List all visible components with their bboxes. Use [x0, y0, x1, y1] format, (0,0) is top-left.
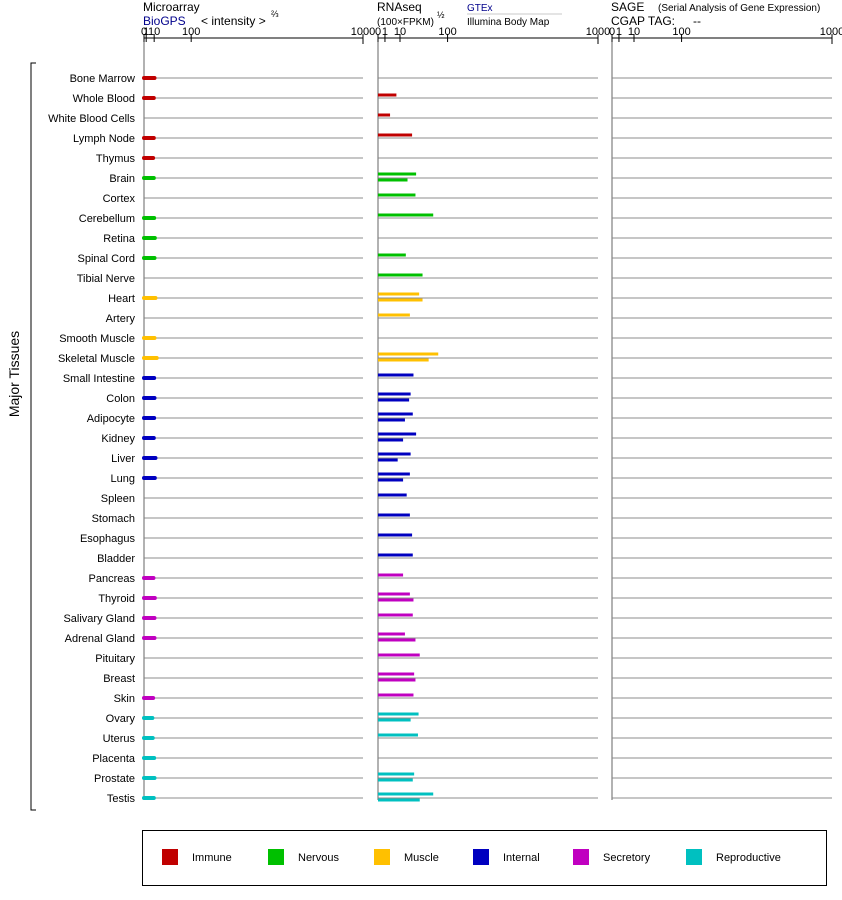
sage-tick-label: 0 [609, 26, 615, 38]
tissue-label: Placenta [92, 753, 136, 765]
rnaseq-tick-label: 1000 [586, 26, 610, 38]
tissue-label: Esophagus [80, 533, 136, 545]
tissue-label: Kidney [101, 433, 135, 445]
y-group-bracket [30, 62, 36, 811]
tissue-label: Lymph Node [73, 133, 135, 145]
tissue-label: Heart [108, 293, 135, 305]
tissue-label: Adipocyte [87, 413, 135, 425]
microarray-source[interactable]: BioGPS [143, 14, 186, 28]
rnaseq-tick-label: 10 [394, 26, 406, 38]
tissue-label: Stomach [92, 513, 135, 525]
tissue-rows: Bone Marrow Whole Blood White Blood Cells L… [48, 73, 832, 805]
tissue-label: Liver [111, 453, 135, 465]
sage-tag-value: -- [693, 14, 701, 28]
legend-label-internal: Internal [503, 852, 540, 864]
sage-tag-label: CGAP TAG: [611, 14, 675, 28]
sage-title: SAGE [611, 0, 644, 14]
tissue-label: Testis [107, 793, 136, 805]
microarray-tick-label: 10 [148, 26, 160, 38]
rnaseq-tick-label: 0 [375, 26, 381, 38]
microarray-unit-exponent: ⅔ [271, 9, 279, 19]
tissue-label: Bladder [97, 553, 135, 565]
tissue-label: White Blood Cells [48, 113, 135, 125]
tissue-label: Adrenal Gland [65, 633, 135, 645]
rnaseq-source-gtex[interactable]: GTEx [467, 3, 493, 14]
tissue-label: Salivary Gland [63, 613, 135, 625]
rnaseq-title: RNAseq [377, 0, 422, 14]
tissue-label: Cerebellum [79, 213, 135, 225]
tissue-label: Spleen [101, 493, 135, 505]
legend-label-reproductive: Reproductive [716, 852, 781, 864]
tissue-label: Colon [106, 393, 135, 405]
tissue-label: Retina [103, 233, 136, 245]
tissue-label: Spinal Cord [78, 253, 135, 265]
tissue-label: Lung [111, 473, 135, 485]
tissue-label: Skin [114, 693, 135, 705]
rnaseq-unit-exponent: ½ [437, 10, 445, 20]
tissue-label: Ovary [106, 713, 136, 725]
tissue-label: Cortex [103, 193, 136, 205]
rnaseq-unit: (100×FPKM) [377, 17, 434, 28]
tissue-label: Breast [103, 673, 135, 685]
microarray-tick-label: 100 [182, 26, 200, 38]
legend-label-secretory: Secretory [603, 852, 651, 864]
tissue-label: Bone Marrow [70, 73, 135, 85]
tissue-label: Thyroid [98, 593, 135, 605]
rnaseq-tick-label: 100 [438, 26, 456, 38]
microarray-unit: < intensity > [201, 14, 266, 28]
sage-tick-label: 10 [628, 26, 640, 38]
tissue-label: Skeletal Muscle [58, 353, 135, 365]
legend: Immune Nervous Muscle Internal Secretory Repr… [162, 849, 781, 865]
legend-swatch-internal [473, 849, 489, 865]
legend-swatch-secretory [573, 849, 589, 865]
tissue-label: Thymus [96, 153, 136, 165]
microarray-title: Microarray [143, 0, 200, 14]
tissue-label: Whole Blood [73, 93, 135, 105]
y-group-label: Major Tissues [6, 331, 22, 417]
legend-swatch-muscle [374, 849, 390, 865]
tissue-label: Pancreas [89, 573, 136, 585]
tissue-label: Prostate [94, 773, 135, 785]
legend-swatch-reproductive [686, 849, 702, 865]
rnaseq-source-bodymap[interactable]: Illumina Body Map [467, 17, 550, 28]
legend-label-nervous: Nervous [298, 852, 339, 864]
sage-tick-label: 1 [616, 26, 622, 38]
tissue-label: Uterus [103, 733, 136, 745]
rnaseq-tick-label: 1 [382, 26, 388, 38]
tissue-label: Artery [106, 313, 136, 325]
sage-tick-label: 1000 [820, 26, 842, 38]
legend-label-immune: Immune [192, 852, 232, 864]
tissue-label: Smooth Muscle [59, 333, 135, 345]
sage-tick-label: 100 [672, 26, 690, 38]
microarray-tick-label: 0 [141, 26, 147, 38]
legend-label-muscle: Muscle [404, 852, 439, 864]
sage-subtitle: (Serial Analysis of Gene Expression) [658, 3, 820, 14]
legend-swatch-nervous [268, 849, 284, 865]
tissue-label: Pituitary [95, 653, 135, 665]
legend-swatch-immune [162, 849, 178, 865]
tissue-label: Brain [109, 173, 135, 185]
microarray-tick-label: 1 [143, 26, 149, 38]
microarray-tick-label: 1000 [351, 26, 375, 38]
tissue-label: Tibial Nerve [77, 273, 135, 285]
tissue-label: Small Intestine [63, 373, 135, 385]
